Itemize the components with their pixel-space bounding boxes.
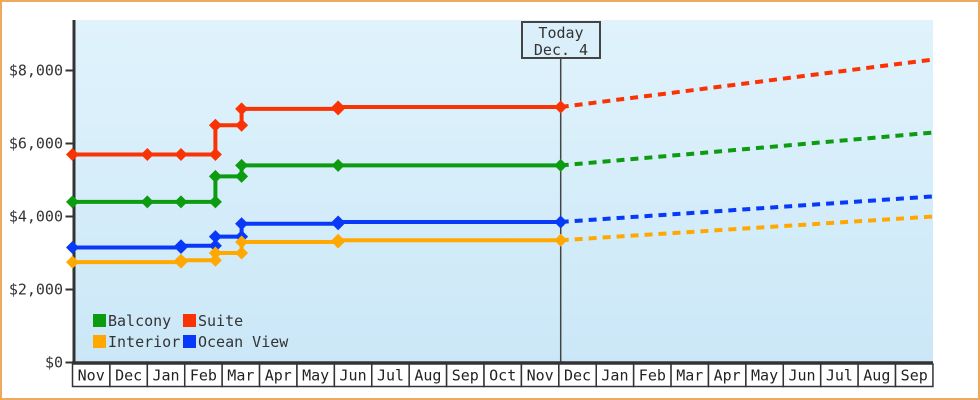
data-point-marker xyxy=(140,195,154,209)
month-label: May xyxy=(751,367,778,385)
balcony-swatch-icon xyxy=(93,314,106,327)
data-point-marker xyxy=(331,100,345,114)
legend-label-balcony: Balcony xyxy=(108,311,172,330)
month-label: Jul xyxy=(377,367,404,385)
month-label: Nov xyxy=(78,367,105,385)
month-label: Sep xyxy=(452,367,479,385)
y-tick-label: $6,000 xyxy=(9,135,63,153)
month-label: Apr xyxy=(714,367,741,385)
data-point-marker xyxy=(208,169,222,183)
data-point-marker xyxy=(66,195,79,209)
legend-row-1: Balcony Suite xyxy=(93,310,288,331)
month-label: Aug xyxy=(863,367,890,385)
legend-label-interior: Interior xyxy=(108,332,181,351)
data-point-marker xyxy=(235,217,249,231)
data-point-marker xyxy=(235,169,249,183)
y-tick-label: $2,000 xyxy=(9,281,63,299)
y-tick-label: $0 xyxy=(45,354,63,372)
month-label: May xyxy=(302,367,329,385)
data-point-marker xyxy=(174,239,188,253)
data-point-marker xyxy=(208,246,222,260)
data-point-marker xyxy=(174,147,188,161)
data-point-marker xyxy=(554,233,568,247)
data-point-marker xyxy=(66,241,79,255)
data-point-marker xyxy=(331,233,345,247)
data-point-marker xyxy=(235,102,249,116)
month-label: Sep xyxy=(901,367,928,385)
data-point-marker xyxy=(331,215,345,229)
suite-swatch-icon xyxy=(183,314,196,327)
month-label: Jan xyxy=(152,367,179,385)
legend-label-ocean-view: Ocean View xyxy=(198,332,289,351)
data-point-marker xyxy=(235,235,249,249)
legend-item-balcony: Balcony xyxy=(93,312,183,330)
forecast-line-interior xyxy=(560,214,934,243)
legend-item-interior: Interior xyxy=(93,333,183,351)
data-point-marker xyxy=(554,158,568,172)
data-point-marker xyxy=(208,230,222,244)
month-label: Feb xyxy=(190,367,217,385)
data-point-marker xyxy=(66,255,79,269)
data-point-marker xyxy=(554,215,568,229)
legend-label-suite: Suite xyxy=(198,311,244,330)
data-point-marker xyxy=(331,158,345,172)
month-cell xyxy=(894,363,934,388)
forecast-line-balcony xyxy=(560,130,934,168)
interior-swatch-icon xyxy=(93,335,106,348)
legend: Balcony Suite Interior Ocean View xyxy=(93,310,288,352)
data-point-marker xyxy=(208,118,222,132)
legend-item-ocean-view: Ocean View xyxy=(183,333,288,351)
y-tick-label: $8,000 xyxy=(9,62,63,80)
legend-row-2: Interior Ocean View xyxy=(93,331,288,352)
data-point-marker xyxy=(235,246,249,260)
today-label: Today xyxy=(538,24,584,42)
month-label: Dec xyxy=(564,367,591,385)
today-marker-box: Today Dec. 4 xyxy=(521,21,601,59)
data-point-marker xyxy=(554,100,568,114)
month-label: Oct xyxy=(489,367,516,385)
today-date: Dec. 4 xyxy=(533,41,589,59)
forecast-line-suite xyxy=(560,57,934,109)
month-label: Aug xyxy=(414,367,441,385)
month-label: Jun xyxy=(340,367,367,385)
data-point-marker xyxy=(66,147,79,161)
month-label: Feb xyxy=(639,367,666,385)
data-point-marker xyxy=(174,195,188,209)
forecast-line-ocean-view xyxy=(560,194,934,224)
ocean-view-swatch-icon xyxy=(183,335,196,348)
legend-item-suite: Suite xyxy=(183,312,243,330)
month-label: Mar xyxy=(227,367,254,385)
data-point-marker xyxy=(208,147,222,161)
month-label: Jul xyxy=(826,367,853,385)
data-point-marker xyxy=(235,158,249,172)
month-label: Apr xyxy=(265,367,292,385)
data-point-marker xyxy=(140,147,154,161)
month-label: Jan xyxy=(601,367,628,385)
month-label: Nov xyxy=(527,367,554,385)
month-label: Dec xyxy=(115,367,142,385)
month-label: Mar xyxy=(676,367,703,385)
data-point-marker xyxy=(235,118,249,132)
y-tick-label: $4,000 xyxy=(9,208,63,226)
data-point-marker xyxy=(208,195,222,209)
month-label: Jun xyxy=(788,367,815,385)
data-point-marker xyxy=(208,239,222,253)
